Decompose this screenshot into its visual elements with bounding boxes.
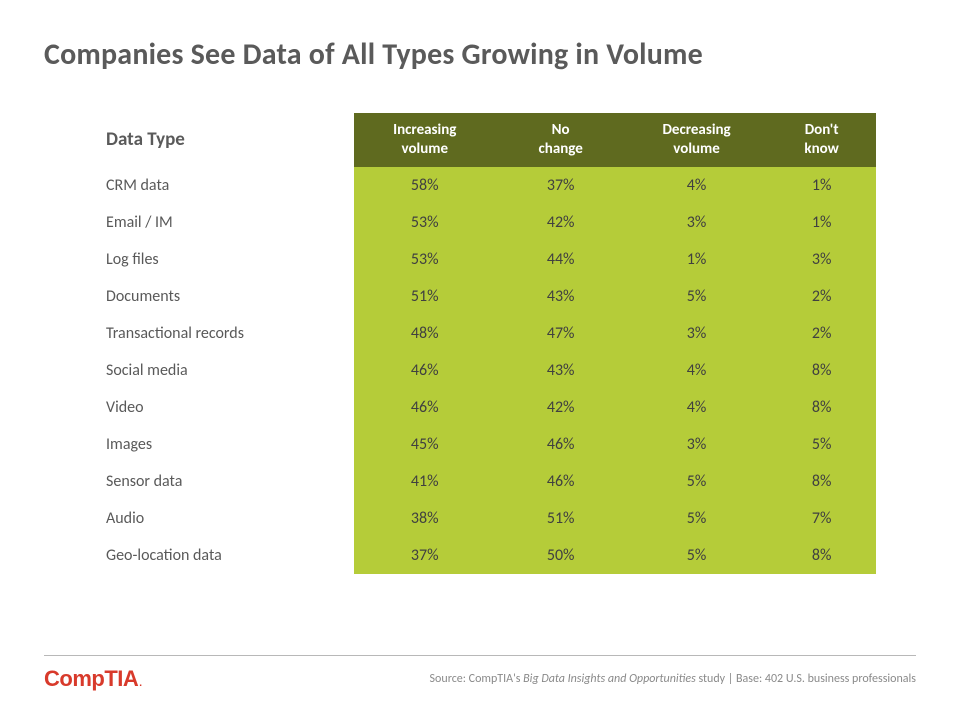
table-cell: 2% — [767, 315, 876, 352]
table-row: Geo-location data37%50%5%8% — [104, 537, 876, 574]
table-cell: 1% — [626, 241, 767, 278]
footer-row: CompTIA. Source: CompTIA's Big Data Insi… — [44, 666, 916, 692]
table-cell: 42% — [495, 389, 625, 426]
table-row: Social media46%43%4%8% — [104, 352, 876, 389]
table-body: CRM data58%37%4%1%Email / IM53%42%3%1%Lo… — [104, 167, 876, 574]
row-label: CRM data — [104, 167, 354, 204]
row-label: Transactional records — [104, 315, 354, 352]
table-cell: 5% — [767, 426, 876, 463]
table-cell: 43% — [495, 352, 625, 389]
table-cell: 41% — [354, 463, 495, 500]
table-cell: 8% — [767, 537, 876, 574]
column-header: Decreasingvolume — [626, 113, 767, 167]
slide-title: Companies See Data of All Types Growing … — [44, 36, 916, 73]
table-cell: 8% — [767, 389, 876, 426]
logo-period-icon: . — [139, 678, 141, 689]
row-label: Sensor data — [104, 463, 354, 500]
column-header: Nochange — [495, 113, 625, 167]
table-cell: 46% — [495, 426, 625, 463]
table-head: Data TypeIncreasingvolumeNochangeDecreas… — [104, 113, 876, 167]
table-cell: 8% — [767, 352, 876, 389]
table-cell: 5% — [626, 537, 767, 574]
row-label: Log files — [104, 241, 354, 278]
source-study-name: Big Data Insights and Opportunities — [523, 672, 696, 686]
table-cell: 43% — [495, 278, 625, 315]
comptia-logo: CompTIA. — [44, 666, 142, 692]
table-cell: 5% — [626, 463, 767, 500]
table-cell: 4% — [626, 352, 767, 389]
table-cell: 4% — [626, 389, 767, 426]
table-cell: 51% — [354, 278, 495, 315]
table-row: Documents51%43%5%2% — [104, 278, 876, 315]
table-cell: 42% — [495, 204, 625, 241]
row-label: Video — [104, 389, 354, 426]
table-cell: 3% — [767, 241, 876, 278]
table-cell: 1% — [767, 204, 876, 241]
table-cell: 53% — [354, 241, 495, 278]
table-cell: 4% — [626, 167, 767, 204]
table-row: Video46%42%4%8% — [104, 389, 876, 426]
table-cell: 7% — [767, 500, 876, 537]
table-row: Sensor data41%46%5%8% — [104, 463, 876, 500]
table-row: Email / IM53%42%3%1% — [104, 204, 876, 241]
table-cell: 5% — [626, 500, 767, 537]
logo-text: CompTIA — [44, 666, 138, 691]
table-cell: 3% — [626, 315, 767, 352]
footer-rule — [44, 655, 916, 656]
table-row: CRM data58%37%4%1% — [104, 167, 876, 204]
table-cell: 46% — [354, 352, 495, 389]
column-header: Don'tknow — [767, 113, 876, 167]
row-header-title: Data Type — [104, 113, 354, 167]
row-label: Email / IM — [104, 204, 354, 241]
table-cell: 50% — [495, 537, 625, 574]
source-prefix: Source: CompTIA's — [430, 672, 524, 686]
table-cell: 44% — [495, 241, 625, 278]
row-label: Geo-location data — [104, 537, 354, 574]
source-suffix: study | Base: 402 U.S. business professi… — [696, 672, 916, 686]
table-row: Log files53%44%1%3% — [104, 241, 876, 278]
table-cell: 48% — [354, 315, 495, 352]
row-label: Images — [104, 426, 354, 463]
table-cell: 51% — [495, 500, 625, 537]
column-header: Increasingvolume — [354, 113, 495, 167]
row-label: Documents — [104, 278, 354, 315]
table-cell: 37% — [495, 167, 625, 204]
table-cell: 45% — [354, 426, 495, 463]
table-cell: 46% — [354, 389, 495, 426]
table-cell: 1% — [767, 167, 876, 204]
table-cell: 5% — [626, 278, 767, 315]
slide: Companies See Data of All Types Growing … — [0, 0, 960, 720]
table-cell: 53% — [354, 204, 495, 241]
data-table: Data TypeIncreasingvolumeNochangeDecreas… — [104, 113, 876, 574]
table-cell: 3% — [626, 426, 767, 463]
table-row: Audio38%51%5%7% — [104, 500, 876, 537]
footer: CompTIA. Source: CompTIA's Big Data Insi… — [44, 655, 916, 692]
data-table-container: Data TypeIncreasingvolumeNochangeDecreas… — [104, 113, 876, 574]
table-cell: 2% — [767, 278, 876, 315]
table-cell: 46% — [495, 463, 625, 500]
table-cell: 38% — [354, 500, 495, 537]
table-cell: 8% — [767, 463, 876, 500]
table-header-row: Data TypeIncreasingvolumeNochangeDecreas… — [104, 113, 876, 167]
row-label: Audio — [104, 500, 354, 537]
source-text: Source: CompTIA's Big Data Insights and … — [430, 672, 916, 686]
table-row: Transactional records48%47%3%2% — [104, 315, 876, 352]
table-cell: 58% — [354, 167, 495, 204]
table-cell: 47% — [495, 315, 625, 352]
table-cell: 3% — [626, 204, 767, 241]
table-row: Images45%46%3%5% — [104, 426, 876, 463]
table-cell: 37% — [354, 537, 495, 574]
row-label: Social media — [104, 352, 354, 389]
